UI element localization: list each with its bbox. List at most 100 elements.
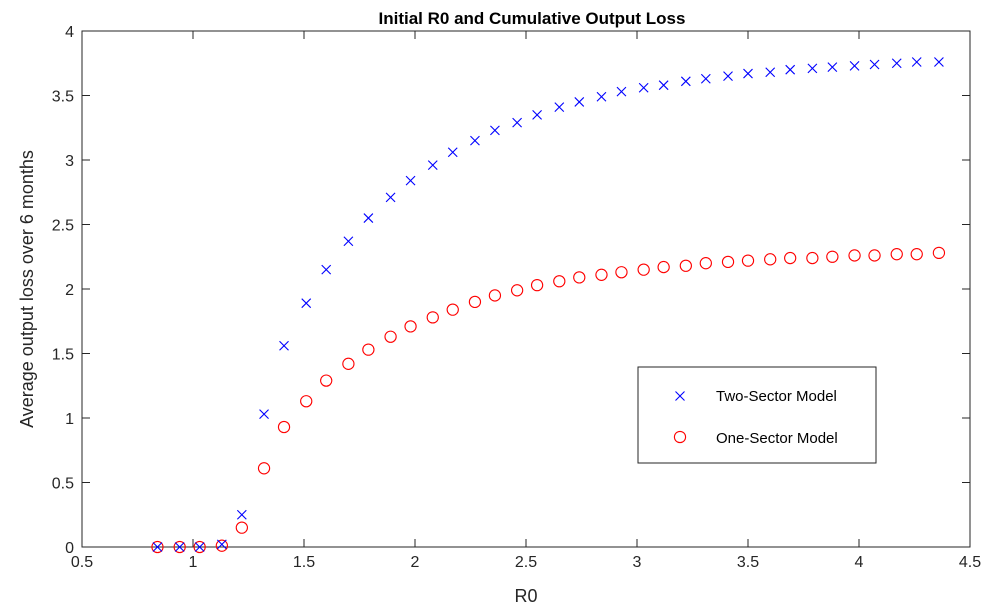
y-tick-label: 2.5 (52, 218, 74, 235)
legend-label-one-sector: One-Sector Model (716, 430, 838, 447)
x-axis-label: R0 (514, 586, 537, 606)
two-sector-point (680, 76, 691, 87)
one-sector-point (488, 289, 502, 302)
two-sector-point (385, 192, 396, 203)
two-sector-point (934, 57, 944, 67)
two-sector-point (236, 509, 247, 520)
one-sector-point (257, 462, 271, 475)
x-tick-label: 3.5 (737, 554, 759, 571)
one-sector-point (784, 251, 797, 265)
one-sector-point (741, 254, 755, 267)
x-tick-label: 4.5 (959, 554, 981, 571)
data-marks (151, 57, 946, 554)
x-tick-label: 1 (189, 554, 198, 571)
one-sector-point (404, 320, 417, 333)
y-tick-label: 3 (65, 153, 74, 170)
one-sector-point (173, 540, 186, 554)
two-sector-point (785, 64, 796, 75)
two-sector-point (554, 102, 565, 112)
one-sector-point (151, 540, 164, 554)
axis-ticks: 0.5 1 1.5 2 2.5 3 3.5 4 4.500.511.522.533.54 (52, 24, 981, 571)
x-tick-label: 2 (411, 554, 420, 571)
one-sector-point (426, 311, 439, 324)
one-sector-point (342, 357, 355, 370)
one-sector-point (530, 278, 544, 292)
two-sector-point (279, 340, 289, 351)
two-sector-point (596, 91, 607, 102)
two-sector-point (490, 125, 500, 136)
two-sector-point (343, 236, 354, 247)
one-sector-point (679, 259, 692, 272)
legend-box (637, 366, 877, 464)
one-sector-point (277, 420, 291, 434)
two-sector-point (616, 86, 627, 97)
y-tick-label: 4 (65, 24, 74, 41)
y-tick-label: 1.5 (52, 347, 74, 364)
two-sector-point (194, 542, 205, 552)
x-tick-label: 1.5 (293, 554, 315, 571)
one-sector-point (868, 249, 881, 262)
two-sector-point (405, 175, 416, 186)
y-tick-label: 2 (65, 282, 74, 299)
legend-label-two-sector: Two-Sector Model (716, 388, 837, 405)
two-sector-point (827, 62, 838, 73)
one-sector-point (657, 260, 670, 274)
two-sector-point (470, 135, 480, 146)
one-sector-point (362, 343, 375, 356)
two-sector-point (259, 409, 269, 420)
two-sector-point (512, 117, 523, 128)
y-tick-label: 3.5 (52, 89, 74, 106)
one-sector-point (235, 521, 248, 534)
one-sector-point (932, 246, 946, 260)
one-sector-point (806, 251, 819, 265)
chart-title: Initial R0 and Cumulative Output Loss (379, 9, 686, 28)
two-sector-point (363, 213, 374, 223)
two-sector-point (869, 59, 880, 70)
one-sector-point (615, 266, 628, 279)
one-sector-point (595, 268, 608, 281)
one-sector-point (384, 330, 397, 343)
x-tick-label: 0.5 (71, 554, 93, 571)
one-sector-point (193, 540, 206, 554)
one-sector-point (215, 539, 229, 552)
one-sector-point (510, 284, 524, 297)
two-sector-point (807, 63, 818, 74)
x-tick-label: 2.5 (515, 554, 537, 571)
one-sector-point (826, 250, 839, 263)
two-sector-point (891, 58, 902, 69)
two-sector-point (723, 71, 733, 82)
two-sector-point (532, 109, 542, 120)
two-sector-point (427, 160, 438, 171)
legend: Two-Sector Model One-Sector Model (637, 366, 877, 464)
y-tick-label: 0.5 (52, 476, 74, 493)
one-sector-point (848, 249, 861, 262)
x-tick-label: 3 (633, 554, 642, 571)
two-sector-point (765, 67, 776, 78)
one-sector-point (910, 248, 923, 261)
one-sector-point (721, 255, 735, 269)
two-sector-point (700, 73, 711, 84)
one-sector-point (637, 263, 650, 276)
one-sector-point (764, 253, 777, 266)
two-sector-point (911, 57, 922, 67)
two-sector-point (301, 298, 312, 309)
one-sector-point (890, 248, 903, 261)
two-sector-point (849, 60, 860, 71)
two-sector-point (321, 264, 332, 275)
one-sector-point (573, 271, 586, 284)
one-sector-point (699, 257, 712, 270)
two-sector-point (743, 68, 753, 79)
one-sector-point (553, 275, 566, 288)
y-tick-label: 1 (65, 411, 74, 428)
two-sector-point (447, 147, 458, 158)
one-sector-point (468, 295, 482, 309)
y-tick-label: 0 (65, 540, 74, 557)
two-sector-point (574, 97, 585, 107)
plot-area-frame (81, 30, 971, 548)
y-axis-label: Average output loss over 6 months (17, 150, 37, 428)
two-sector-point (174, 542, 185, 552)
legend-marker-two-sector (675, 391, 685, 401)
one-sector-point (300, 395, 313, 408)
